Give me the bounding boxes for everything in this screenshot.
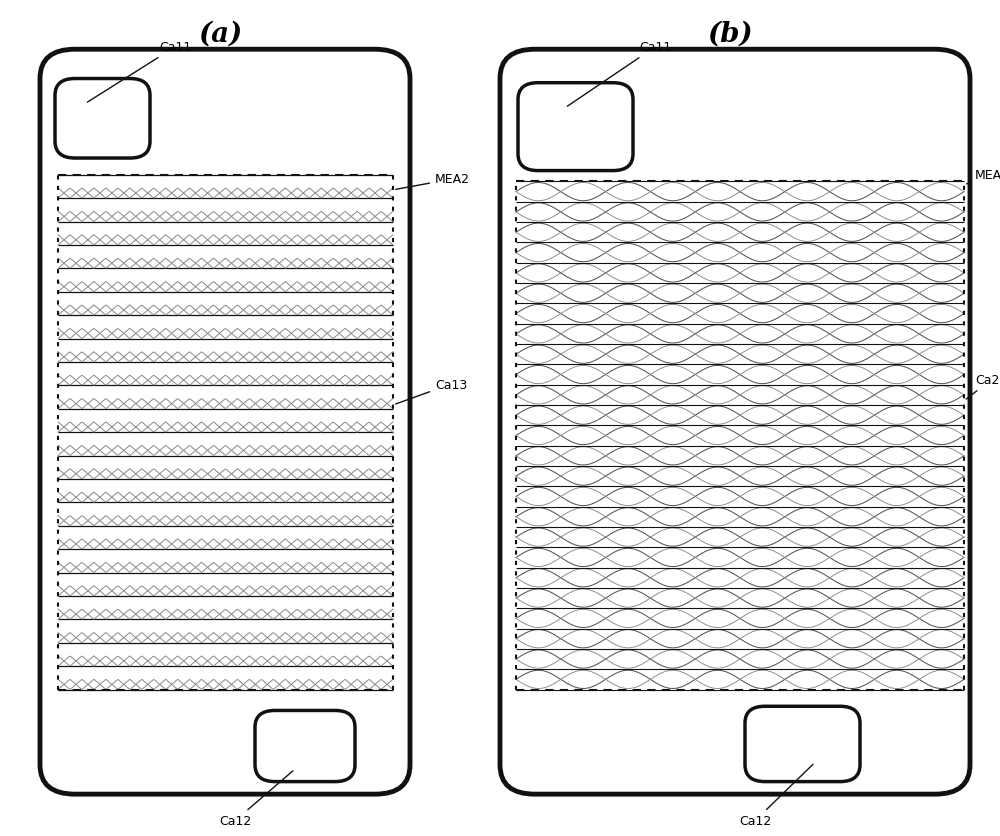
Text: MEA2: MEA2 bbox=[396, 173, 470, 190]
FancyBboxPatch shape bbox=[40, 50, 410, 794]
FancyBboxPatch shape bbox=[255, 711, 355, 782]
FancyBboxPatch shape bbox=[745, 706, 860, 782]
Text: Ca12: Ca12 bbox=[739, 764, 813, 828]
Text: MEA2: MEA2 bbox=[967, 169, 1000, 185]
Bar bbox=[58, 176, 393, 690]
Text: Ca23: Ca23 bbox=[966, 374, 1000, 400]
Text: (b): (b) bbox=[707, 21, 753, 48]
FancyBboxPatch shape bbox=[500, 50, 970, 794]
FancyBboxPatch shape bbox=[55, 79, 150, 159]
Text: Ca11: Ca11 bbox=[567, 41, 671, 107]
FancyBboxPatch shape bbox=[518, 84, 633, 171]
Text: Ca12: Ca12 bbox=[219, 771, 293, 828]
Text: Ca13: Ca13 bbox=[396, 378, 467, 405]
Text: Ca11: Ca11 bbox=[87, 41, 191, 103]
Text: (a): (a) bbox=[198, 21, 242, 48]
Bar bbox=[516, 182, 964, 690]
